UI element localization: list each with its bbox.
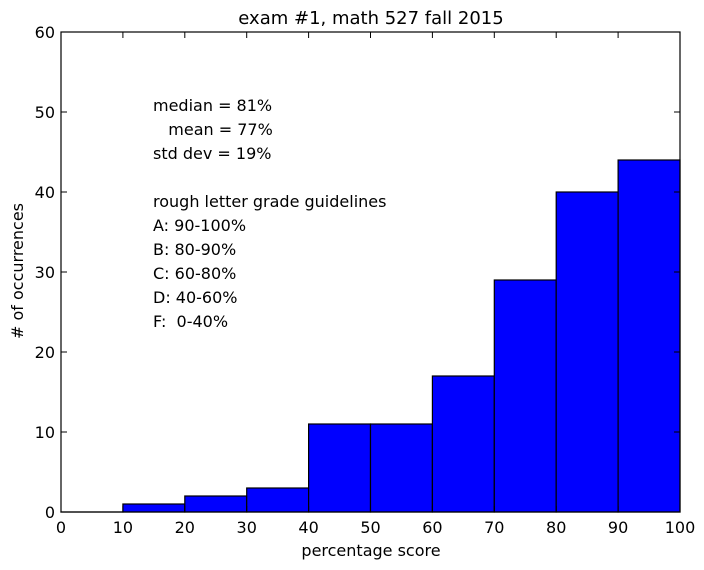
annotation-line: F: 0-40% (153, 312, 228, 331)
y-tick-label: 0 (45, 503, 55, 522)
x-axis-label: percentage score (301, 541, 440, 560)
annotation-line: C: 60-80% (153, 264, 236, 283)
y-tick-label: 10 (35, 423, 55, 442)
x-tick-label: 10 (113, 518, 133, 537)
annotations-group: median = 81% mean = 77% std dev = 19% roug… (153, 96, 386, 331)
histogram-bar (184, 495, 248, 513)
y-tick-label: 60 (35, 23, 55, 42)
x-tick-label: 90 (608, 518, 628, 537)
annotation-line: D: 40-60% (153, 288, 238, 307)
x-tick-label: 40 (298, 518, 318, 537)
histogram-bar (617, 159, 681, 513)
annotation-line: A: 90-100% (153, 216, 246, 235)
plot-frame (60, 31, 681, 513)
x-tick-label: 50 (360, 518, 380, 537)
x-tick-label: 0 (56, 518, 66, 537)
chart-title: exam #1, math 527 fall 2015 (238, 8, 503, 29)
histogram-bar (369, 423, 434, 513)
x-tick-label: 30 (237, 518, 257, 537)
histogram-bar (431, 375, 495, 513)
ticks-group: 0 10 20 30 40 50 60 70 80 90 100 0 10 20 30 40 50 60 (35, 23, 696, 537)
bars-group (60, 159, 681, 513)
x-tick-label: 80 (546, 518, 566, 537)
x-tick-label: 100 (665, 518, 696, 537)
histogram-bar (493, 279, 557, 513)
annotation-line: B: 80-90% (153, 240, 236, 259)
x-tick-label: 70 (484, 518, 504, 537)
y-tick-label: 40 (35, 183, 55, 202)
annotation-line: rough letter grade guidelines (153, 192, 386, 211)
y-tick-label: 30 (35, 263, 55, 282)
y-axis-label: # of occurrences (8, 203, 27, 339)
y-tick-label: 50 (35, 103, 55, 122)
x-tick-label: 60 (422, 518, 442, 537)
y-tick-label: 20 (35, 343, 55, 362)
histogram-bar (308, 423, 372, 513)
histogram-bar (122, 503, 186, 513)
histogram-bar (555, 191, 619, 513)
x-tick-label: 20 (175, 518, 195, 537)
annotation-line: median = 81% (153, 96, 272, 115)
annotation-line: std dev = 19% (153, 144, 271, 163)
histogram-bar (246, 487, 310, 513)
annotation-line: mean = 77% (153, 120, 273, 139)
